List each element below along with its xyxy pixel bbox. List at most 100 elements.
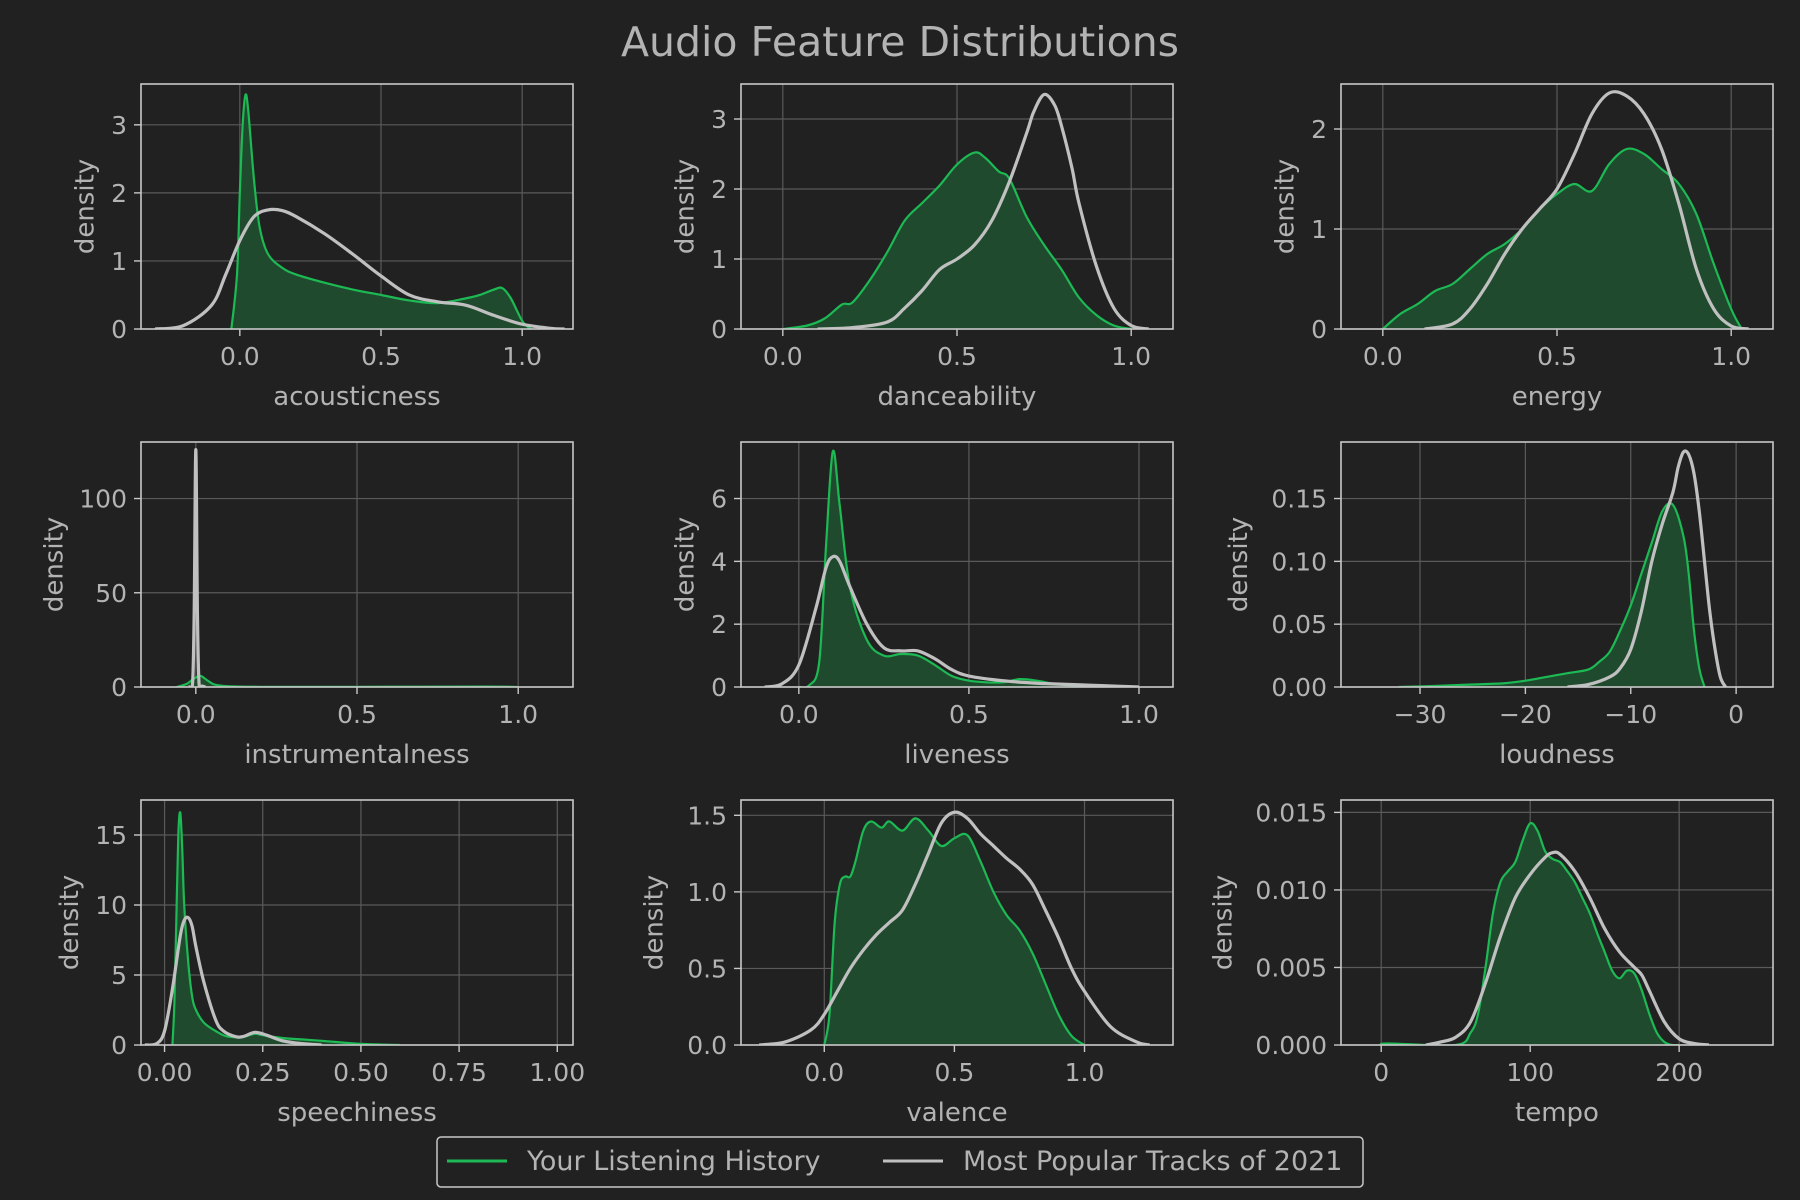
subplot-liveness: 0.0 0.5 1.0 0 2 4 6 liveness density <box>671 441 1174 770</box>
y-tick-label: 0.05 <box>1271 610 1327 639</box>
density-line-history <box>1398 502 1706 687</box>
x-tick-label: 200 <box>1655 1058 1703 1087</box>
subplot-valence: 0.0 0.5 1.0 0.0 0.5 1.0 1.5 valence density <box>640 799 1174 1128</box>
y-axis-label: density <box>1224 517 1254 612</box>
x-tick-label: 0.5 <box>361 342 401 371</box>
x-tick-label: 1.0 <box>498 700 538 729</box>
density-area-history <box>1382 148 1742 329</box>
x-tick-label: 0.5 <box>1537 342 1577 371</box>
x-tick-label: 0.5 <box>949 700 989 729</box>
x-tick-label: −20 <box>1499 700 1552 729</box>
subplot-instrumentalness: 0.0 0.5 1.0 0 50 100 instrumentalness density <box>40 441 574 770</box>
y-tick-label: 0.00 <box>1271 673 1327 702</box>
density-line-popular <box>1425 850 1710 1045</box>
x-tick-label: −30 <box>1394 700 1447 729</box>
plot-frame <box>140 83 574 330</box>
x-axis-label: instrumentalness <box>244 740 469 770</box>
x-tick-label: 1.0 <box>1711 342 1751 371</box>
y-tick-label: 6 <box>711 485 727 514</box>
y-tick-label: 0.15 <box>1271 485 1327 514</box>
y-tick-label: 5 <box>111 961 127 990</box>
x-tick-label: 0.5 <box>937 342 977 371</box>
plot-frame <box>1340 441 1774 688</box>
x-axis-label: liveness <box>904 740 1009 770</box>
y-tick-label: 2 <box>1311 115 1327 144</box>
subplot-energy: 0.0 0.5 1.0 0 1 2 energy density <box>1271 83 1774 412</box>
y-tick-label: 0 <box>1311 315 1327 344</box>
y-tick-label: 1.5 <box>687 801 727 830</box>
density-area-history <box>172 812 401 1045</box>
plot-frame <box>1340 799 1774 1046</box>
y-axis-label: density <box>40 517 70 612</box>
x-tick-label: 0.0 <box>220 342 260 371</box>
density-line-history <box>782 151 1132 329</box>
density-line-popular <box>154 207 565 329</box>
plot-frame <box>740 799 1174 1046</box>
density-area-history <box>782 152 1132 329</box>
y-tick-label: 0 <box>111 1031 127 1060</box>
y-tick-label: 0.010 <box>1255 876 1327 905</box>
x-tick-label: 0.00 <box>137 1058 193 1087</box>
subplot-acousticness: 0.0 0.5 1.0 0 1 2 3 acousticness density <box>71 83 574 412</box>
subplot-loudness: −30 −20 −10 0 0.00 0.05 0.10 0.15 loudness densit… <box>1224 441 1774 770</box>
density-line-history <box>1379 821 1680 1045</box>
y-axis-label: density <box>671 517 701 612</box>
y-tick-label: 0.005 <box>1255 953 1327 982</box>
density-line-history <box>171 811 401 1045</box>
y-axis-label: density <box>1271 159 1301 254</box>
y-tick-label: 100 <box>79 485 127 514</box>
x-tick-label: 0.0 <box>763 342 803 371</box>
y-tick-label: 0.0 <box>687 1031 727 1060</box>
density-area-history <box>824 818 1085 1045</box>
x-tick-label: −10 <box>1604 700 1657 729</box>
y-axis-label: density <box>55 875 85 970</box>
y-tick-label: 2 <box>711 610 727 639</box>
x-axis-label: loudness <box>1499 740 1615 770</box>
subplot-tempo: 0 100 200 0.000 0.005 0.010 0.015 tempo density <box>1209 798 1774 1128</box>
density-area-history <box>798 450 1105 687</box>
density-line-popular <box>817 92 1149 329</box>
density-line-popular <box>1424 90 1749 329</box>
subplot-speechiness: 0.00 0.25 0.50 0.75 1.00 0 5 10 15 speechiness den… <box>55 799 585 1128</box>
y-tick-label: 0.10 <box>1271 547 1327 576</box>
y-tick-label: 0 <box>711 315 727 344</box>
density-line-popular <box>759 810 1150 1045</box>
y-tick-label: 1.0 <box>687 878 727 907</box>
y-axis-label: density <box>640 875 670 970</box>
y-tick-label: 15 <box>95 821 127 850</box>
figure-title: Audio Feature Distributions <box>621 18 1179 66</box>
x-axis-label: danceability <box>878 382 1037 412</box>
x-tick-label: 100 <box>1506 1058 1554 1087</box>
density-line-history <box>823 817 1086 1045</box>
density-line-popular <box>1567 449 1728 687</box>
x-tick-label: 0.50 <box>333 1058 389 1087</box>
y-tick-label: 1 <box>111 247 127 276</box>
x-axis-label: tempo <box>1515 1098 1599 1128</box>
density-line-history <box>230 93 532 329</box>
legend-label-history: Your Listening History <box>526 1146 821 1177</box>
density-line-history <box>798 449 1106 687</box>
density-line-popular <box>764 554 1140 687</box>
y-tick-label: 3 <box>111 111 127 140</box>
x-tick-label: 0.5 <box>935 1058 975 1087</box>
y-tick-label: 0 <box>111 315 127 344</box>
x-tick-label: 1.0 <box>502 342 542 371</box>
plot-frame <box>740 441 1174 688</box>
x-tick-label: 0.0 <box>804 1058 844 1087</box>
y-tick-label: 1 <box>1311 215 1327 244</box>
y-tick-label: 3 <box>711 105 727 134</box>
x-axis-label: valence <box>906 1098 1007 1128</box>
y-tick-label: 50 <box>95 579 127 608</box>
y-tick-label: 0.000 <box>1255 1031 1327 1060</box>
y-tick-label: 0.5 <box>687 954 727 983</box>
x-tick-label: 0.0 <box>1363 342 1403 371</box>
x-axis-label: energy <box>1512 382 1603 412</box>
x-tick-label: 0.5 <box>337 700 377 729</box>
subplot-danceability: 0.0 0.5 1.0 0 1 2 3 danceability density <box>671 83 1174 412</box>
y-axis-label: density <box>1209 875 1239 970</box>
y-tick-label: 10 <box>95 891 127 920</box>
y-axis-label: density <box>671 159 701 254</box>
x-tick-label: 0.25 <box>235 1058 291 1087</box>
